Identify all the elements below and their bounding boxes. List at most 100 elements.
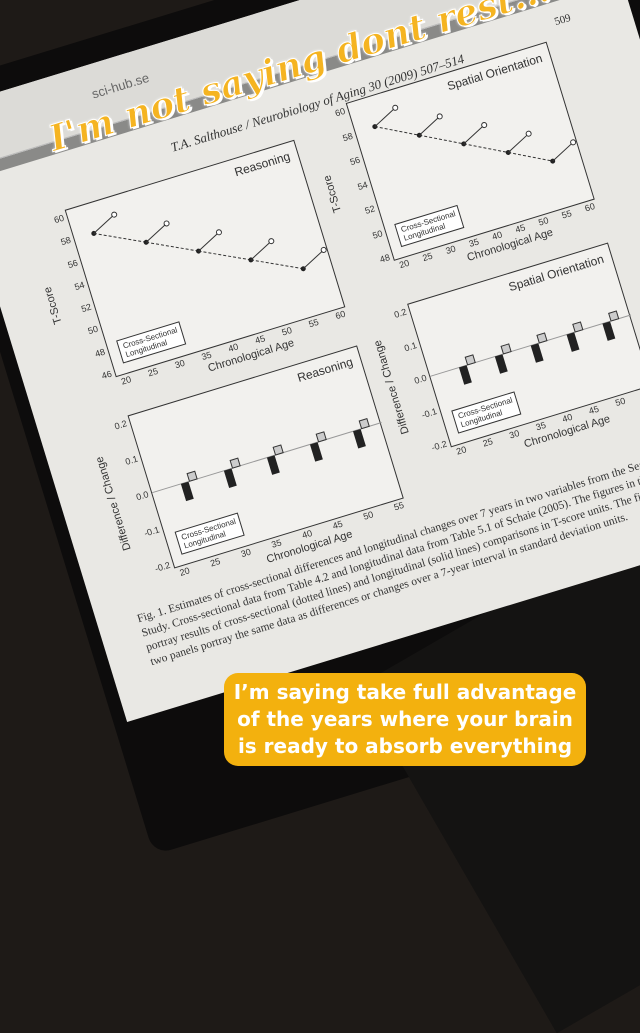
longitudinal-point (525, 130, 532, 137)
longitudinal-point (481, 122, 488, 129)
panel-reasoning-tscore: Reasoning T-Score Cross-Sectional Longitu… (42, 139, 347, 387)
cross-sectional-line (198, 250, 251, 261)
x-tick-label: 55 (307, 316, 320, 330)
longitudinal-line (418, 116, 441, 136)
overlay-caption-box: I’m saying take full advantage of the ye… (224, 673, 586, 766)
cross-sectional-bar (602, 321, 616, 341)
y-axis-label: T-Score (321, 173, 344, 214)
longitudinal-line (93, 214, 115, 234)
y-tick-label: -0.2 (153, 559, 172, 574)
cross-sectional-line (93, 232, 147, 243)
longitudinal-bar (358, 418, 370, 430)
longitudinal-bar (229, 457, 241, 469)
cross-sectional-bar (223, 468, 237, 488)
x-tick-label: 60 (334, 308, 347, 322)
longitudinal-bar (608, 310, 620, 322)
x-tick-label: 50 (280, 325, 294, 338)
y-tick-label: 0.2 (392, 306, 408, 320)
longitudinal-point (111, 211, 118, 218)
x-tick-label: 25 (421, 250, 434, 264)
line-plot (372, 104, 577, 164)
figure-panels: Reasoning T-Score Cross-Sectional Longitu… (11, 27, 640, 607)
y-tick-label: 60 (52, 212, 66, 226)
x-tick-label: 45 (331, 518, 344, 532)
longitudinal-bar (572, 321, 584, 333)
line-plot (91, 211, 327, 272)
longitudinal-bar (500, 343, 512, 355)
cross-sectional-bar (352, 428, 366, 449)
cross-sectional-line (374, 126, 420, 136)
y-tick-label: 54 (73, 279, 86, 292)
cross-sectional-line (508, 151, 553, 162)
x-tick-label: 20 (119, 374, 133, 387)
y-axis-label: T-Score (41, 284, 65, 326)
longitudinal-line (374, 107, 396, 127)
x-tick-label: 20 (455, 444, 468, 457)
laptop-screen: sci-hub.se T.A. Salthouse / Neurobiology… (0, 0, 640, 723)
y-tick-label: 0.1 (402, 339, 418, 353)
x-tick-label: 45 (587, 403, 601, 417)
x-tick-label: 45 (253, 333, 267, 346)
longitudinal-line (145, 223, 167, 243)
x-tick-label: 55 (560, 208, 573, 221)
x-tick-label: 40 (490, 229, 504, 242)
longitudinal-point (163, 220, 170, 227)
x-tick-label: 35 (270, 537, 283, 550)
cross-sectional-line (419, 134, 464, 145)
x-tick-label: 50 (537, 215, 550, 228)
longitudinal-point (436, 113, 443, 120)
x-tick-label: 35 (467, 236, 481, 249)
y-tick-label: -0.2 (430, 438, 449, 453)
cross-sectional-bar (566, 332, 580, 352)
longitudinal-line (302, 249, 325, 270)
x-tick-label: 35 (200, 349, 213, 363)
x-tick-label: 45 (514, 222, 527, 235)
x-tick-label: 25 (209, 556, 222, 569)
y-tick-label: 48 (378, 252, 392, 265)
cross-sectional-bar (309, 442, 323, 462)
longitudinal-line (507, 133, 529, 153)
longitudinal-line (552, 141, 574, 162)
x-tick-label: 25 (481, 436, 495, 449)
cross-sectional-line (250, 259, 304, 270)
x-tick-label: 20 (178, 565, 191, 578)
x-tick-label: 30 (508, 428, 521, 441)
x-tick-label: 30 (239, 546, 253, 560)
y-tick-label: -0.1 (142, 524, 161, 539)
cross-sectional-bar (494, 354, 508, 374)
x-tick-label: 35 (534, 419, 548, 433)
y-tick-label: 0.0 (413, 372, 428, 386)
y-tick-label: 56 (348, 154, 362, 168)
x-tick-label: 40 (561, 411, 574, 425)
y-tick-label: 56 (66, 257, 79, 270)
longitudinal-point (392, 104, 399, 111)
x-tick-label: 50 (614, 395, 627, 409)
cross-sectional-line (146, 241, 199, 252)
x-tick-label: 55 (392, 499, 406, 513)
y-tick-label: 50 (86, 324, 100, 337)
cross-sectional-bar (266, 455, 280, 475)
longitudinal-bar (464, 354, 476, 366)
y-tick-label: 0.0 (134, 489, 150, 503)
longitudinal-line (463, 124, 485, 145)
cross-sectional-bar (180, 481, 194, 502)
y-tick-label: 58 (341, 130, 354, 143)
longitudinal-bar (186, 470, 198, 482)
y-tick-label: 58 (59, 234, 73, 248)
panel-spatial-diff: Spatial Orientation Difference / Change … (372, 242, 640, 457)
cross-sectional-bar (458, 365, 472, 385)
x-tick-label: 40 (227, 341, 240, 354)
longitudinal-bar (315, 431, 327, 443)
y-tick-label: 0.1 (124, 453, 139, 467)
longitudinal-point (268, 238, 275, 245)
x-tick-label: 25 (146, 365, 160, 379)
y-tick-label: 50 (371, 227, 384, 241)
longitudinal-line (198, 231, 220, 252)
y-tick-label: 0.2 (113, 418, 129, 432)
y-tick-label: 48 (93, 346, 107, 359)
cross-sectional-bar (530, 343, 544, 363)
panel-reasoning-diff: Reasoning Difference / Change Cross-Sect… (94, 345, 406, 578)
x-tick-label: 20 (398, 257, 411, 271)
longitudinal-line (250, 240, 272, 261)
x-tick-label: 50 (362, 509, 375, 522)
